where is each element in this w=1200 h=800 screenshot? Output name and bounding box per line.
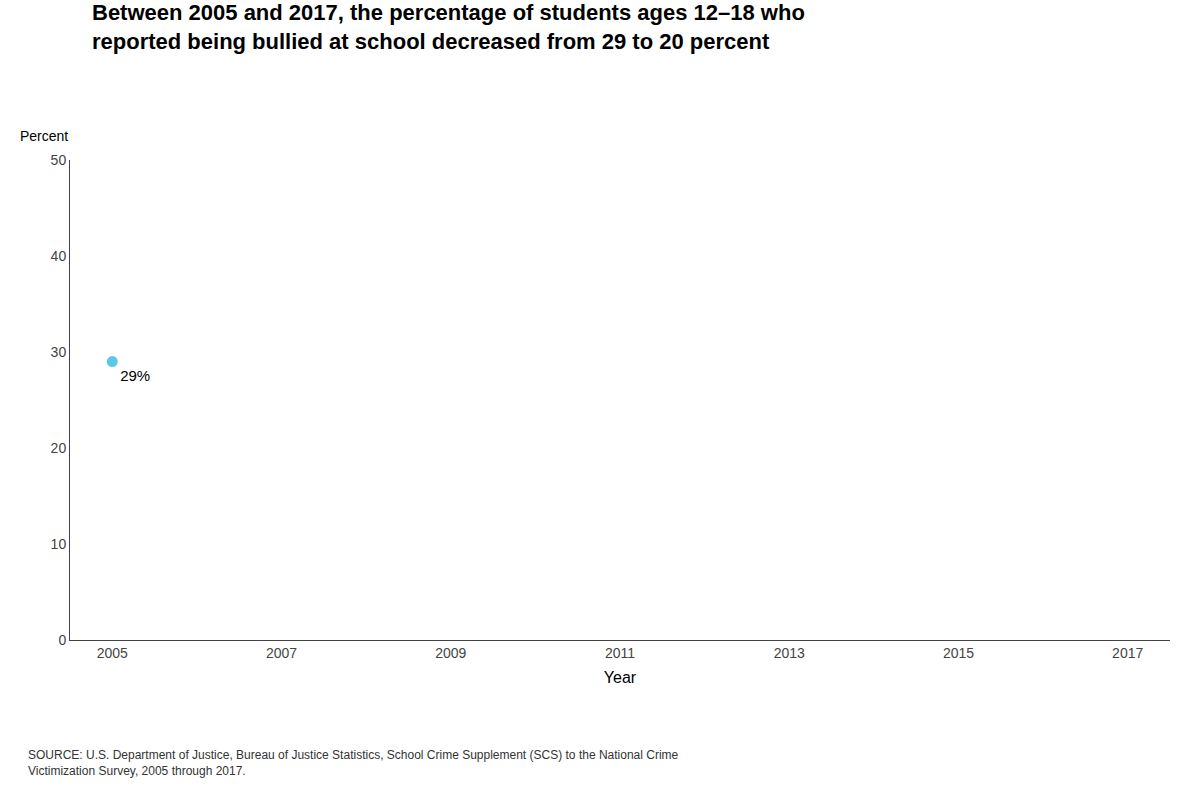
- svg-text:2005: 2005: [97, 645, 128, 661]
- svg-text:Between 2005 and 2017, the per: Between 2005 and 2017, the percentage of…: [92, 0, 805, 54]
- svg-text:30: 30: [51, 344, 67, 360]
- svg-text:10: 10: [51, 536, 67, 552]
- svg-text:2009: 2009: [435, 645, 466, 661]
- svg-text:0: 0: [58, 632, 66, 648]
- svg-text:Year: Year: [604, 669, 637, 686]
- svg-text:Percent: Percent: [20, 128, 68, 144]
- svg-text:2015: 2015: [943, 645, 974, 661]
- svg-text:20: 20: [51, 440, 67, 456]
- svg-text:SOURCE: U.S. Department of Jus: SOURCE: U.S. Department of Justice, Bure…: [28, 748, 679, 778]
- svg-text:29%: 29%: [120, 367, 150, 384]
- svg-text:2007: 2007: [266, 645, 297, 661]
- svg-text:40: 40: [51, 248, 67, 264]
- svg-text:2011: 2011: [605, 645, 635, 661]
- svg-text:2013: 2013: [774, 645, 805, 661]
- svg-text:50: 50: [51, 152, 67, 168]
- svg-text:2017: 2017: [1112, 645, 1143, 661]
